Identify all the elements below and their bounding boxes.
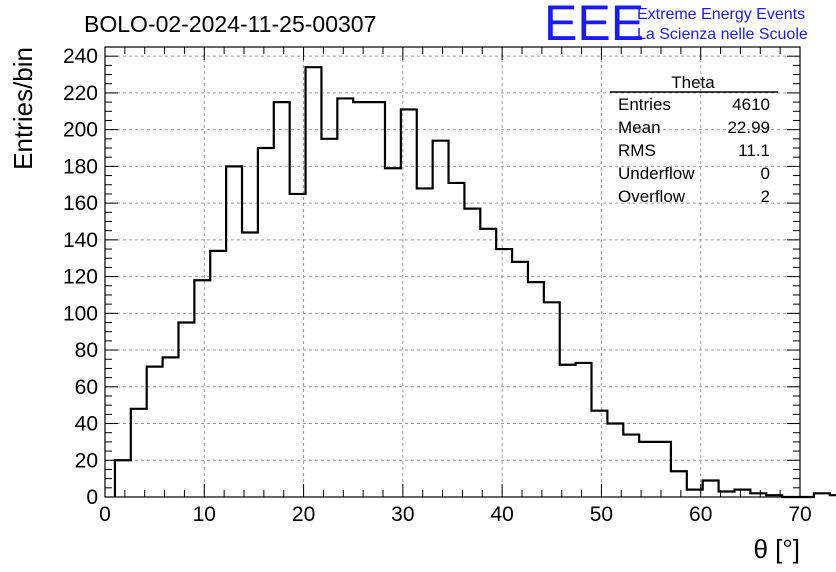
logo-line1: Extreme Energy Events bbox=[637, 6, 805, 23]
x-tick-label: 30 bbox=[391, 503, 414, 526]
stats-label: Entries bbox=[618, 95, 671, 114]
grid-lines bbox=[105, 47, 800, 497]
stats-label: Overflow bbox=[618, 187, 686, 206]
x-tick-label: 40 bbox=[490, 503, 513, 526]
y-tick-label: 200 bbox=[63, 119, 98, 142]
y-tick-label: 40 bbox=[75, 413, 98, 436]
stats-label: Mean bbox=[618, 118, 661, 137]
x-tick-label: 0 bbox=[99, 503, 111, 526]
stats-rows: Entries 4610 Mean 22.99 RMS 11.1 Underflow 0 Ove… bbox=[618, 95, 770, 206]
stats-value: 4610 bbox=[732, 95, 770, 114]
x-tick-label: 70 bbox=[788, 503, 811, 526]
stats-value: 22.99 bbox=[727, 118, 770, 137]
y-tick-label: 160 bbox=[63, 192, 98, 215]
x-tick-label: 60 bbox=[689, 503, 712, 526]
y-tick-label: 60 bbox=[75, 376, 98, 399]
x-tick-labels: 0 10 20 30 40 50 60 70 bbox=[99, 503, 812, 526]
plot-frame bbox=[104, 46, 801, 498]
y-tick-label: 180 bbox=[63, 155, 98, 178]
x-tick-label: 10 bbox=[193, 503, 216, 526]
x-axis-title: θ [°] bbox=[753, 534, 800, 564]
logo-line2: La Scienza nelle Scuole bbox=[637, 26, 808, 43]
x-tick-label: 50 bbox=[590, 503, 613, 526]
chart-title: BOLO-02-2024-11-25-00307 bbox=[84, 11, 376, 37]
y-tick-label: 240 bbox=[63, 45, 98, 68]
axis-ticks bbox=[104, 46, 801, 498]
y-axis-title: Entries/bin bbox=[8, 47, 38, 170]
y-tick-label: 0 bbox=[86, 486, 98, 509]
eee-logo: EEE Extreme Energy Events La Scienza nel… bbox=[544, 0, 808, 51]
stats-value: 0 bbox=[761, 164, 770, 183]
x-tick-label: 20 bbox=[292, 503, 315, 526]
stats-title: Theta bbox=[671, 73, 715, 92]
y-tick-label: 80 bbox=[75, 339, 98, 362]
logo-mark: EEE bbox=[544, 0, 644, 51]
y-tick-labels: 0 20 40 60 80 100 120 140 160 180 200 220 240 bbox=[63, 45, 98, 509]
stats-label: Underflow bbox=[618, 164, 695, 183]
y-tick-label: 140 bbox=[63, 229, 98, 252]
stats-box: Theta Entries 4610 Mean 22.99 RMS 11.1 Underfl… bbox=[610, 73, 778, 206]
y-tick-label: 220 bbox=[63, 82, 98, 105]
stats-value: 11.1 bbox=[738, 141, 770, 160]
histogram-line bbox=[113, 66, 836, 499]
y-tick-label: 120 bbox=[63, 266, 98, 289]
stats-label: RMS bbox=[618, 141, 656, 160]
y-tick-label: 100 bbox=[63, 302, 98, 325]
stats-value: 2 bbox=[761, 187, 770, 206]
y-tick-label: 20 bbox=[75, 449, 98, 472]
